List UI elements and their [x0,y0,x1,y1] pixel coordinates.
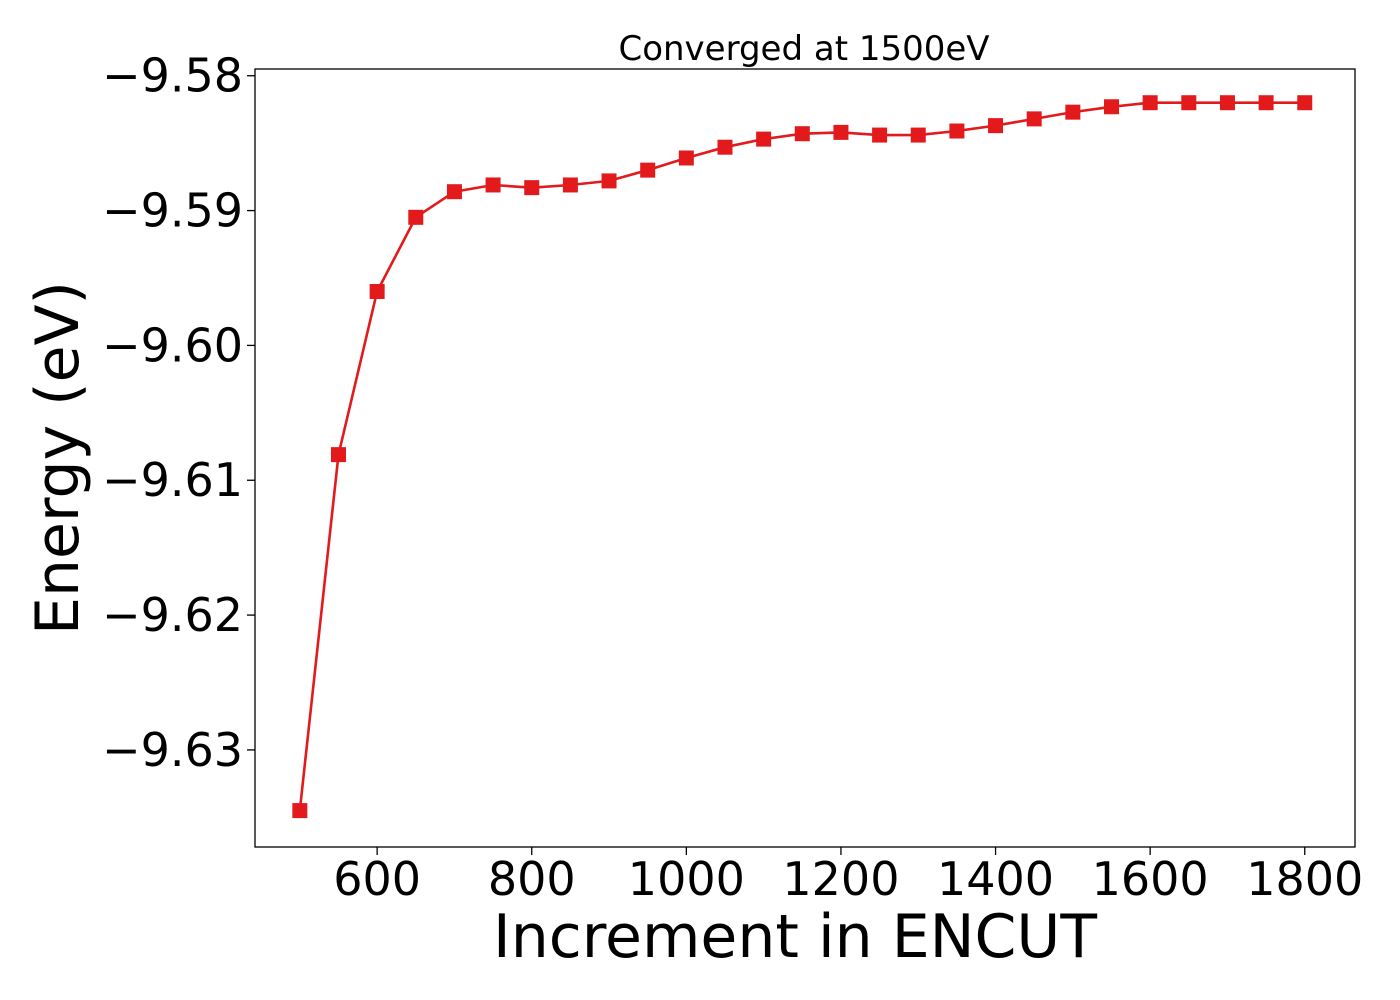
x-axis-label: Increment in ENCUT [493,902,1097,972]
data-point [1297,95,1313,111]
y-axis-label: Energy (eV) [23,281,93,635]
data-point [1219,95,1235,111]
x-axis: 600 800 1000 1200 1400 1600 1800 [333,847,1363,906]
data-point [833,124,849,140]
y-tick-label: −9.61 [102,453,243,507]
y-tick-label: −9.59 [102,184,243,238]
data-point [1104,99,1120,115]
data-point [1065,104,1081,120]
chart-title: Converged at 1500eV [618,29,989,69]
data-point [756,131,772,147]
data-point [1026,111,1042,127]
y-tick-label: −9.58 [102,49,243,103]
x-tick-label: 1800 [1246,852,1363,906]
x-tick-label: 1400 [937,852,1054,906]
data-point [292,803,308,819]
y-tick-label: −9.63 [102,723,243,777]
data-point [1181,95,1197,111]
data-point [524,180,540,196]
data-point [794,126,810,142]
data-point [408,209,424,225]
plot-frame [254,68,1356,848]
data-point [717,139,733,155]
data-point [678,150,694,166]
data-point [640,162,656,178]
data-point [369,283,385,299]
data-point [330,447,346,463]
y-tick-label: −9.60 [102,318,243,372]
data-point [562,177,578,193]
y-tick-label: −9.62 [102,588,243,642]
data-point [949,123,965,139]
x-tick-label: 600 [333,852,421,906]
data-point [485,177,501,193]
x-tick-label: 1000 [628,852,745,906]
data-point [1258,95,1274,111]
x-tick-label: 1600 [1092,852,1209,906]
data-point [872,127,888,143]
x-tick-label: 1200 [782,852,899,906]
data-point [988,118,1004,134]
data-point [910,127,926,143]
series-line [298,101,1305,811]
x-tick-label: 800 [488,852,576,906]
data-point [1142,95,1158,111]
data-point [446,184,462,200]
data-point [601,173,617,189]
y-axis: −9.58 −9.59 −9.60 −9.61 −9.62 −9.63 [102,49,255,777]
